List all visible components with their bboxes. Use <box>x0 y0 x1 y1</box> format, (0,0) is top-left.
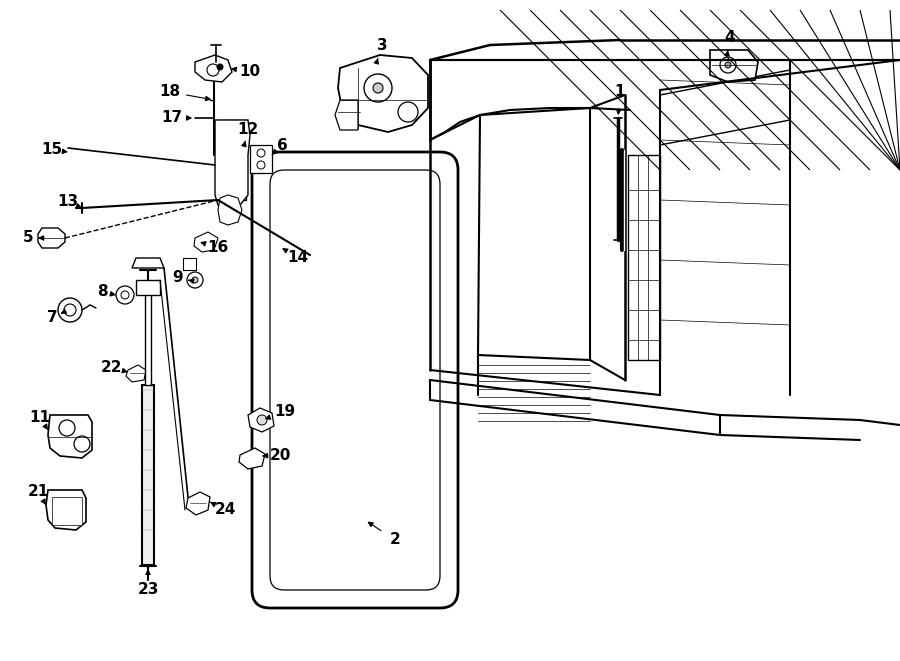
Polygon shape <box>195 55 232 82</box>
Polygon shape <box>215 120 250 208</box>
Polygon shape <box>183 258 196 270</box>
Circle shape <box>725 62 731 68</box>
Circle shape <box>121 291 129 299</box>
Circle shape <box>720 57 736 73</box>
Polygon shape <box>710 50 758 82</box>
Circle shape <box>373 83 383 93</box>
Polygon shape <box>126 365 146 382</box>
Text: 5: 5 <box>22 231 33 245</box>
FancyBboxPatch shape <box>270 170 440 590</box>
Bar <box>142 385 154 565</box>
Circle shape <box>257 161 265 169</box>
Polygon shape <box>628 155 660 360</box>
Circle shape <box>364 74 392 102</box>
FancyBboxPatch shape <box>252 152 458 608</box>
Circle shape <box>187 272 203 288</box>
Circle shape <box>55 501 73 519</box>
Circle shape <box>58 298 82 322</box>
Text: 20: 20 <box>269 447 291 463</box>
Text: 15: 15 <box>41 143 63 157</box>
Polygon shape <box>46 490 86 530</box>
Polygon shape <box>136 280 160 295</box>
Text: 6: 6 <box>276 137 287 153</box>
Polygon shape <box>338 55 428 132</box>
Circle shape <box>207 64 219 76</box>
Text: 3: 3 <box>377 38 387 52</box>
Bar <box>145 290 151 385</box>
Text: 18: 18 <box>159 85 181 100</box>
Polygon shape <box>239 448 265 469</box>
Text: 1: 1 <box>615 85 626 100</box>
Text: 23: 23 <box>138 582 158 598</box>
Polygon shape <box>186 492 210 515</box>
Text: 21: 21 <box>27 485 49 500</box>
Text: 13: 13 <box>58 194 78 210</box>
Polygon shape <box>38 228 65 248</box>
Text: 7: 7 <box>47 311 58 325</box>
Polygon shape <box>248 408 274 432</box>
Polygon shape <box>335 100 358 130</box>
Polygon shape <box>48 415 92 458</box>
Circle shape <box>257 415 267 425</box>
Polygon shape <box>132 258 164 268</box>
Text: 9: 9 <box>173 270 184 286</box>
Bar <box>216 120 246 200</box>
Text: 16: 16 <box>207 241 229 256</box>
Text: 22: 22 <box>101 360 122 375</box>
Text: 24: 24 <box>214 502 236 518</box>
Polygon shape <box>194 232 218 252</box>
Text: 11: 11 <box>30 410 50 426</box>
Polygon shape <box>218 195 242 225</box>
Circle shape <box>64 304 76 316</box>
Text: 10: 10 <box>239 65 261 79</box>
Text: 8: 8 <box>96 284 107 299</box>
Text: 2: 2 <box>390 533 400 547</box>
Circle shape <box>398 102 418 122</box>
Polygon shape <box>660 70 790 145</box>
Circle shape <box>217 64 223 70</box>
Circle shape <box>226 133 236 143</box>
Text: 14: 14 <box>287 251 309 266</box>
Text: 4: 4 <box>724 30 735 46</box>
Circle shape <box>74 436 90 452</box>
Circle shape <box>226 153 236 163</box>
Bar <box>52 497 82 525</box>
Text: 12: 12 <box>238 122 258 137</box>
Circle shape <box>257 149 265 157</box>
Circle shape <box>59 420 75 436</box>
Text: 19: 19 <box>274 405 295 420</box>
Circle shape <box>226 173 236 183</box>
Bar <box>250 145 272 173</box>
Circle shape <box>116 286 134 304</box>
Circle shape <box>192 277 198 283</box>
Text: 17: 17 <box>161 110 183 126</box>
